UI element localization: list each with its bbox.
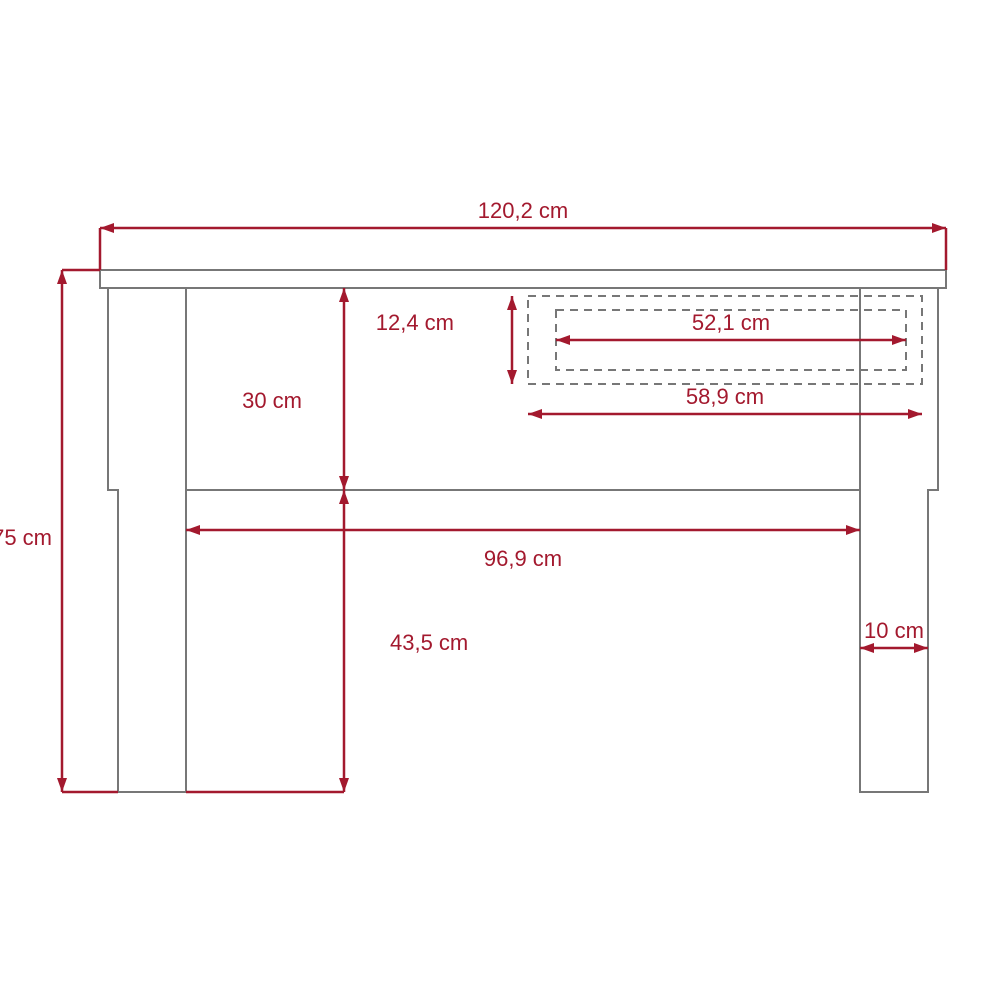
- dimension-label: 75 cm: [0, 525, 52, 550]
- dimension-label: 10 cm: [864, 618, 924, 643]
- dimension-label: 30 cm: [242, 388, 302, 413]
- desk-body: [108, 288, 938, 792]
- dimension-label: 96,9 cm: [484, 546, 562, 571]
- dimension-label: 43,5 cm: [390, 630, 468, 655]
- tabletop: [100, 270, 946, 288]
- dimension-label: 52,1 cm: [692, 310, 770, 335]
- dimension-label: 58,9 cm: [686, 384, 764, 409]
- dimension-label: 120,2 cm: [478, 198, 569, 223]
- dimension-label: 12,4 cm: [376, 310, 454, 335]
